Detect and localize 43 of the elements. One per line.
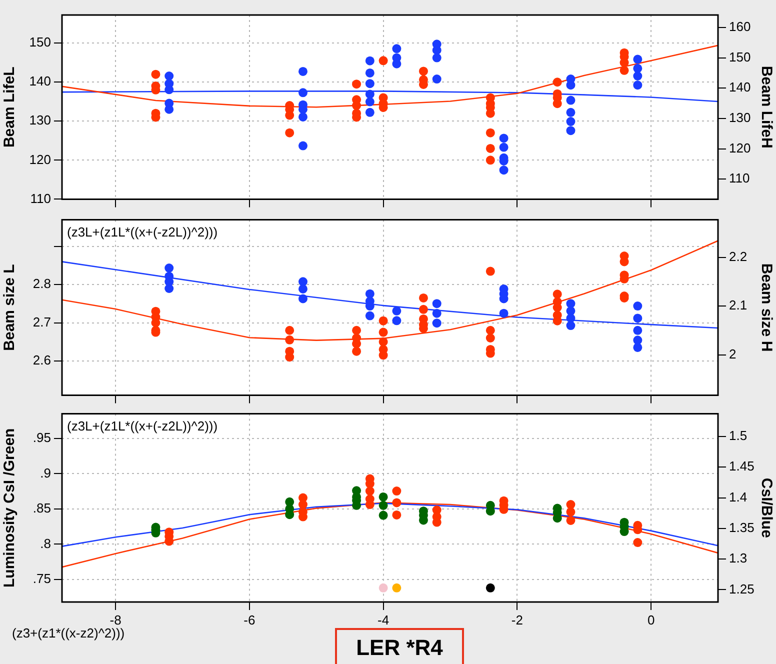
y2-tick-label: 160: [729, 19, 751, 34]
y2-axis-title: Beam LifeH: [758, 66, 775, 148]
y-tick-label: 120: [29, 152, 51, 167]
y2-tick-label: 2: [729, 346, 736, 362]
y-tick-label: 2.8: [32, 276, 51, 292]
y2-tick-label: 150: [729, 49, 751, 64]
x-axis-title: LER *R4: [335, 628, 464, 664]
y-axis-title: Beam LifeL: [1, 66, 18, 148]
y2-tick-label: 120: [729, 140, 751, 156]
y-tick-label: 140: [29, 74, 51, 89]
text: (z3+(z1*((x-z2)^2))): [12, 626, 125, 641]
y2-axis-title: Beam size H: [758, 263, 775, 352]
x-tick-label: -4: [378, 612, 390, 628]
y2-tick-label: 1.35: [729, 520, 754, 536]
y2-tick-label: 140: [729, 80, 751, 95]
y2-tick-label: 130: [729, 110, 751, 126]
y-tick-label: 2.7: [32, 314, 51, 330]
y-tick-label: 2.6: [32, 352, 51, 368]
y2-tick-label: 110: [729, 170, 750, 186]
y-tick-label: 110: [30, 190, 51, 206]
x-tick-label: -6: [244, 612, 256, 628]
y-tick-label: 130: [29, 112, 51, 128]
x-tick-label: -8: [110, 612, 122, 628]
x-tick-label: -2: [511, 612, 523, 628]
y-tick-label: .8: [40, 536, 51, 551]
x-tick-label: 0: [647, 612, 655, 628]
y-tick-label: .75: [32, 571, 51, 586]
y2-tick-label: 1.3: [729, 550, 748, 566]
y-axis-title: Luminosity CsI /Green: [1, 428, 18, 588]
y-tick-label: .95: [32, 430, 51, 446]
y2-tick-label: 1.25: [729, 581, 754, 596]
y2-tick-label: 2.2: [729, 248, 748, 264]
y-tick-label: .85: [32, 500, 51, 516]
annotation: (z3L+(z1L*((x+(-z2L))^2))): [67, 224, 218, 240]
y-axis-title: Beam size L: [1, 264, 18, 351]
y-tick-label: .9: [40, 465, 51, 480]
y2-tick-label: 1.4: [729, 489, 748, 504]
y2-tick-label: 1.45: [729, 458, 754, 474]
y2-tick-label: 1.5: [729, 428, 748, 444]
annotation: (z3L+(z1L*((x+(-z2L))^2))): [67, 418, 218, 434]
y2-tick-label: 2.1: [729, 298, 748, 313]
y2-axis-title: CsI/Blue: [758, 478, 775, 538]
y-tick-label: 150: [29, 34, 51, 50]
